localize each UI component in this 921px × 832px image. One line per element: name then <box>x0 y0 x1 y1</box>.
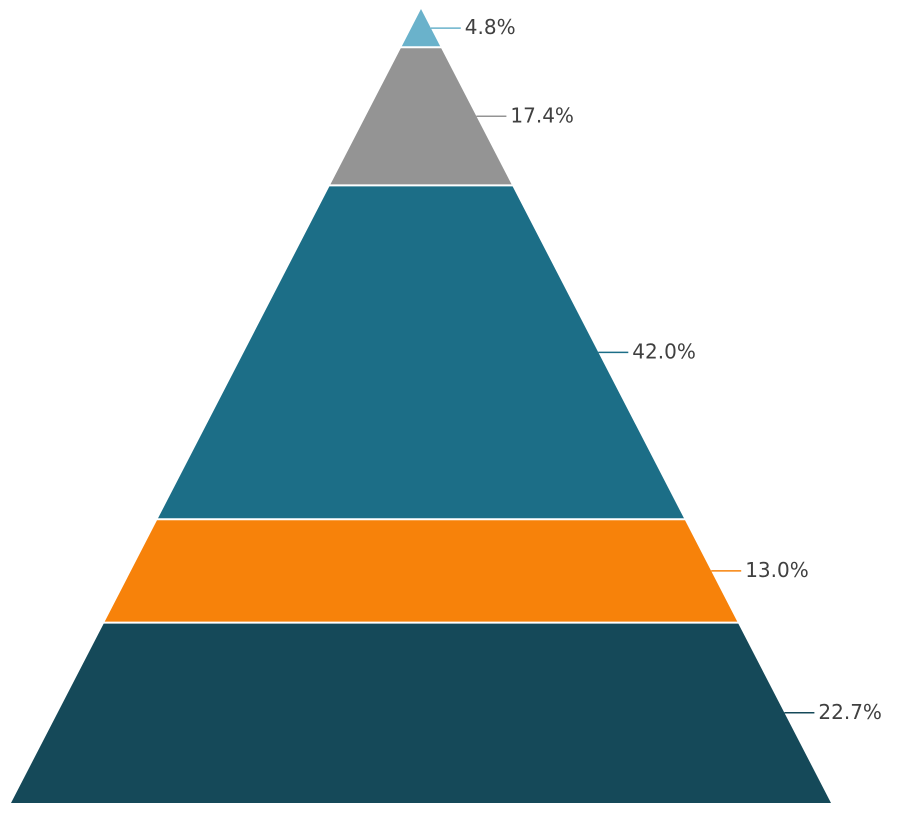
data-labels: 4.8% 17.4% 42.0% 13.0% 22.7% <box>465 15 882 724</box>
pyramid-segment-2 <box>329 47 513 186</box>
pyramid-segment-5 <box>11 622 831 803</box>
pyramid-segment-3 <box>157 185 685 520</box>
data-label-5: 22.7% <box>818 700 882 724</box>
segment-separators <box>103 46 739 624</box>
leader-lines <box>430 27 815 714</box>
pyramid-segment-4 <box>104 519 738 623</box>
data-label-2: 17.4% <box>510 103 574 127</box>
pyramid-segments <box>11 9 831 803</box>
pyramid-segment-1 <box>401 9 441 48</box>
data-label-3: 42.0% <box>632 339 696 363</box>
data-label-1: 4.8% <box>465 15 516 39</box>
data-label-4: 13.0% <box>745 558 809 582</box>
